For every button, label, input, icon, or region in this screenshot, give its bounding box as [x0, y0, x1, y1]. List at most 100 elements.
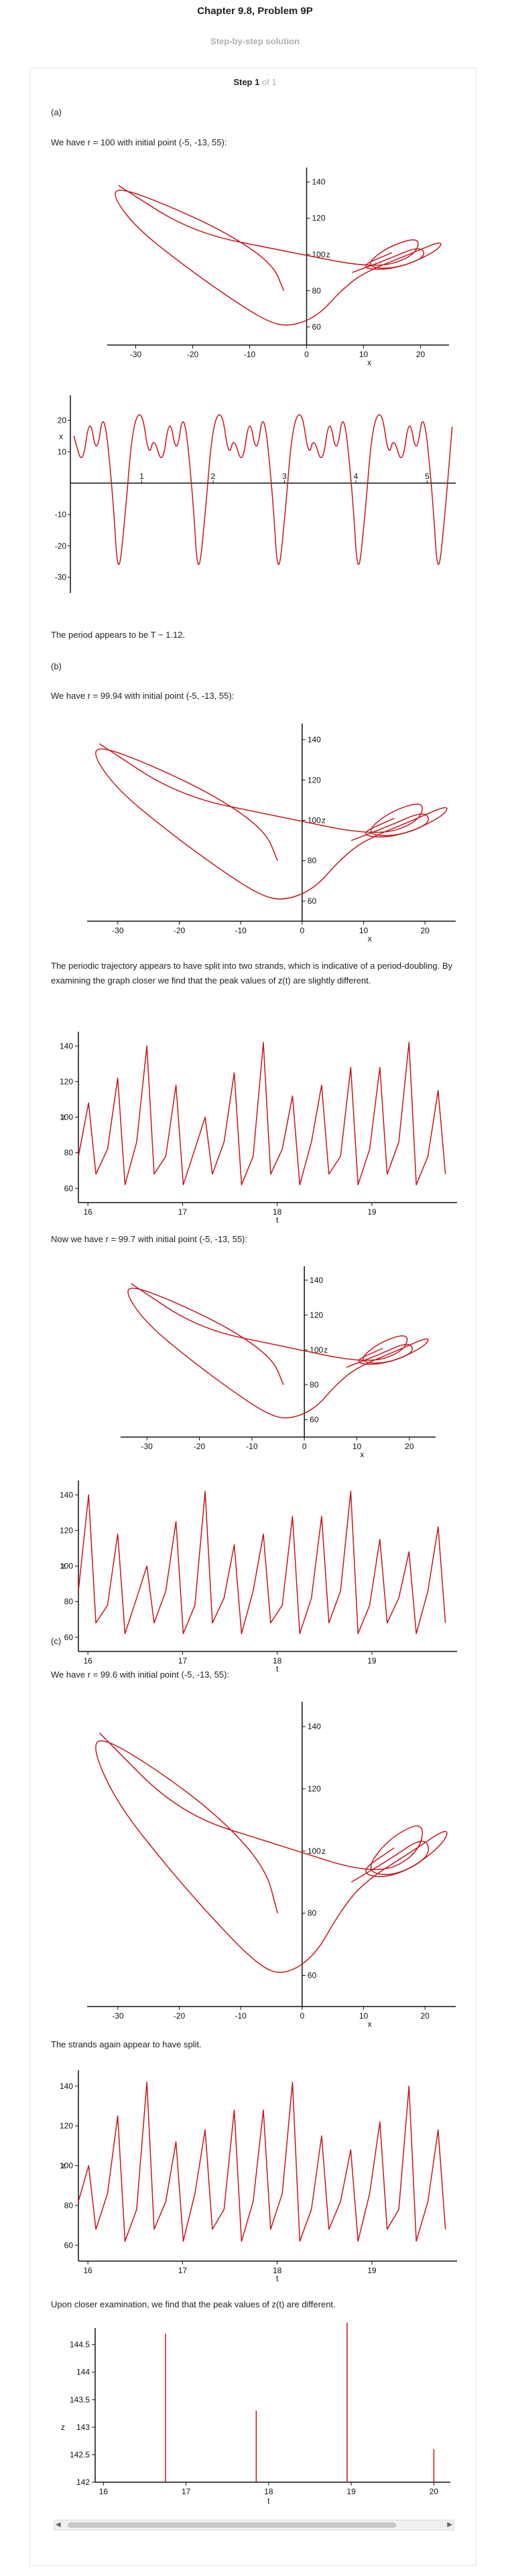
- x-axis-label: t: [276, 1664, 279, 1674]
- z-tick-label: 140: [60, 1490, 73, 1499]
- scroll-thumb[interactable]: [68, 2522, 396, 2528]
- x-tick-label: 20: [420, 926, 430, 935]
- trajectory-inner-curve: [350, 1840, 430, 1883]
- z-tick-label: 80: [64, 1597, 74, 1607]
- x-tick-label: 17: [182, 2487, 191, 2496]
- x-tick-label: 20: [405, 1442, 414, 1451]
- y-tick-label: -20: [55, 541, 67, 551]
- y-tick-label: 10: [58, 447, 67, 456]
- part-a-intro: We have r = 100 with initial point (-5, …: [51, 137, 227, 147]
- x-tick-label: 0: [304, 350, 309, 359]
- x-tick-label: 10: [353, 1442, 362, 1451]
- z-tick-label: 140: [312, 178, 326, 187]
- z-tick-label: 80: [308, 1909, 317, 1918]
- z-axis-label: z: [62, 1562, 66, 1571]
- x-tick-label: -30: [112, 2011, 124, 2021]
- z-time-series-line: [78, 1491, 446, 1635]
- y-tick-label: 20: [58, 415, 67, 425]
- part-c-intro: We have r = 99.6 with initial point (-5,…: [51, 1670, 230, 1680]
- x-tick-label: 20: [430, 2487, 439, 2496]
- z-tick-label: 60: [64, 1184, 74, 1193]
- x-tick-label: -20: [174, 2011, 186, 2021]
- x-tick-label: 0: [300, 926, 304, 935]
- x-tick-label: 18: [273, 1656, 282, 1666]
- x-tick-label: 10: [359, 926, 369, 935]
- z-tick-label: 120: [308, 775, 321, 785]
- chart-c-peaks: 16 17 18 19 20 142 142.5 143 143.5 144 144.5 t z: [61, 2322, 450, 2506]
- x-tick-label: 1: [139, 472, 144, 481]
- y-tick-label: 144: [76, 2368, 90, 2377]
- part-b-now: Now we have r = 99.7 with initial point …: [51, 1234, 248, 1244]
- y-axis-label: z: [61, 2423, 65, 2432]
- y-tick-label: 144.5: [70, 2340, 90, 2350]
- z-tick-label: 140: [60, 1041, 73, 1050]
- x-tick-label: 16: [83, 1207, 92, 1217]
- x-tick-label: -20: [174, 926, 186, 935]
- z-time-series-line: [78, 1042, 446, 1186]
- x-axis-label: x: [367, 358, 371, 367]
- chart-c-time: 16 17 18 19 60 80 100 120 140 t z: [60, 2070, 457, 2283]
- x-tick-label: 18: [264, 2487, 273, 2496]
- x-tick-label: 16: [83, 1656, 92, 1666]
- z-axis-label: z: [322, 815, 326, 825]
- part-b-label: (b): [51, 661, 62, 671]
- trajectory-curve: [127, 1283, 429, 1419]
- part-b-intro: We have r = 99.94 with initial point (-5…: [51, 691, 235, 701]
- x-tick-label: -30: [130, 350, 142, 359]
- x-time-series-line: [73, 414, 453, 565]
- z-tick-label: 80: [64, 2201, 74, 2210]
- x-tick-label: 16: [83, 2266, 92, 2275]
- z-tick-label: 100: [60, 1113, 73, 1122]
- z-tick-label: 120: [308, 1784, 321, 1793]
- scroll-left-icon[interactable]: ◀: [56, 2521, 61, 2528]
- horizontal-scrollbar[interactable]: ◀ ▶: [54, 2520, 454, 2530]
- x-tick-label: 2: [211, 472, 216, 481]
- y-tick-label: 142: [76, 2478, 90, 2487]
- x-tick-label: 16: [99, 2487, 109, 2496]
- x-axis-label: t: [276, 2274, 279, 2283]
- part-c-closer: Upon closer examination, we find that th…: [51, 2299, 336, 2309]
- z-tick-label: 120: [60, 2121, 73, 2130]
- z-tick-label: 60: [312, 322, 322, 332]
- trajectory-inner-curve: [350, 813, 430, 841]
- z-tick-label: 80: [64, 1148, 74, 1158]
- x-tick-label: -10: [244, 350, 256, 359]
- chart-b-time: 16 17 18 19 60 80 100 120 140 t z: [60, 1032, 457, 1225]
- z-tick-label: 60: [310, 1415, 319, 1424]
- z-tick-label: 120: [312, 214, 326, 223]
- z-tick-label: 140: [60, 2082, 73, 2091]
- y-tick-label: 143.5: [70, 2395, 90, 2404]
- z-tick-label: 60: [308, 1971, 317, 1980]
- z-tick-label: 140: [308, 1722, 321, 1731]
- x-tick-label: -10: [246, 1442, 258, 1451]
- step-label: Step 1: [233, 77, 260, 87]
- trajectory-inner-curve: [352, 248, 425, 273]
- x-tick-label: 17: [178, 2266, 188, 2275]
- x-tick-label: -30: [141, 1442, 153, 1451]
- x-tick-label: -30: [112, 926, 124, 935]
- z-tick-label: 60: [64, 2240, 74, 2250]
- y-tick-label: -30: [55, 573, 67, 582]
- page-subtitle: Step-by-step solution: [210, 36, 300, 46]
- z-axis-label: z: [62, 2161, 66, 2171]
- z-tick-label: 80: [308, 856, 317, 866]
- z-time-series-line: [78, 2082, 446, 2242]
- z-tick-label: 80: [310, 1380, 319, 1389]
- z-axis-label: z: [62, 1113, 66, 1122]
- part-a-label: (a): [51, 107, 62, 117]
- x-tick-label: 19: [346, 2487, 356, 2496]
- z-tick-label: 120: [60, 1526, 73, 1535]
- trajectory-curve: [115, 185, 442, 326]
- z-axis-label: z: [324, 1345, 328, 1355]
- x-axis-label: x: [360, 1450, 364, 1459]
- y-tick-label: 142.5: [70, 2450, 90, 2459]
- y-tick-label: 143: [76, 2423, 90, 2432]
- scroll-right-icon[interactable]: ▶: [447, 2521, 452, 2528]
- x-tick-label: 18: [273, 1207, 282, 1217]
- x-tick-label: -20: [187, 350, 199, 359]
- step-header: Step 1 of 1: [0, 77, 510, 87]
- x-tick-label: 0: [302, 1442, 307, 1451]
- solution-panel: [29, 68, 476, 2566]
- x-tick-label: 19: [367, 2266, 377, 2275]
